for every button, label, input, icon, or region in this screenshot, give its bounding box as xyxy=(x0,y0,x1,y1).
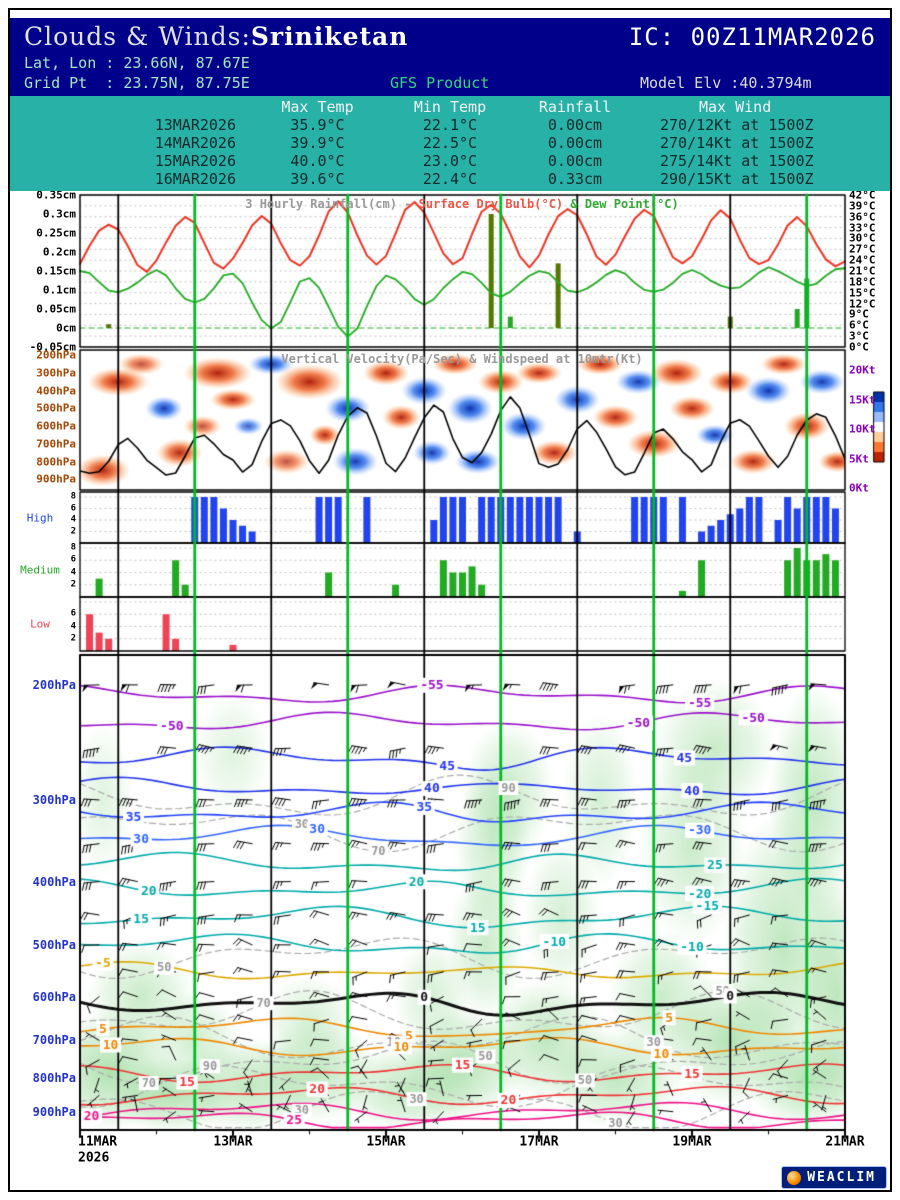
model-elevation-label: Model Elv :40.3794m xyxy=(640,74,812,92)
header-title-row: Clouds & Winds:Sriniketan IC: 00Z11MAR20… xyxy=(10,18,890,51)
forecast-date: 14MAR2026 xyxy=(154,134,236,152)
forecast-col-date xyxy=(10,98,250,116)
grid-point-label: Grid Pt : 23.75N, 87.75E xyxy=(24,74,250,92)
product-label: GFS Product xyxy=(390,74,490,92)
forecast-table: Max Temp Min Temp Rainfall Max Wind 13MA… xyxy=(10,96,890,191)
forecast-table-row: 15MAR2026 40.0°C 23.0°C 0.00cm 275/14Kt at 1… xyxy=(10,152,890,170)
lat-lon-label: Lat, Lon : 23.66N, 87.67E xyxy=(24,54,250,72)
panel2-title-text: Vertical Velocity(Pa/Sec) & Windspeed at… xyxy=(281,352,643,366)
panel1-title: 3 Hourly Rainfall(cm) - Surface Dry Bulb… xyxy=(245,197,678,211)
forecast-rainfall: 0.00cm xyxy=(547,152,603,170)
page-title-prefix: Clouds & Winds: xyxy=(24,22,251,51)
forecast-rainfall: 0.00cm xyxy=(547,116,603,134)
panel1-title-part: Surface Dry Bulb(°C) xyxy=(418,197,571,211)
forecast-col-rainfall: Rainfall xyxy=(538,98,612,116)
panel1-title-part: & Dew Point(°C) xyxy=(570,197,679,211)
forecast-table-row: 14MAR2026 39.9°C 22.5°C 0.00cm 270/14Kt at 1… xyxy=(10,134,890,152)
forecast-max-temp: 39.6°C xyxy=(290,170,345,188)
station-name: Sriniketan xyxy=(250,22,409,51)
weaclim-logo-text: WEACLIM xyxy=(807,1170,876,1185)
forecast-max-wind: 290/15Kt at 1500Z xyxy=(660,170,814,188)
forecast-min-temp: 23.0°C xyxy=(422,152,478,170)
forecast-table-body: 13MAR2026 35.9°C 22.1°C 0.00cm 270/12Kt at 1… xyxy=(10,116,890,188)
forecast-max-temp: 40.0°C xyxy=(290,152,345,170)
weaclim-logo-icon xyxy=(787,1170,802,1185)
forecast-date: 16MAR2026 xyxy=(154,170,236,188)
forecast-max-temp: 35.9°C xyxy=(290,116,345,134)
forecast-table-row: 13MAR2026 35.9°C 22.1°C 0.00cm 270/12Kt at 1… xyxy=(10,116,890,134)
forecast-max-wind: 270/14Kt at 1500Z xyxy=(660,134,814,152)
forecast-date: 15MAR2026 xyxy=(154,152,236,170)
forecast-max-temp: 39.9°C xyxy=(290,134,345,152)
forecast-rainfall: 0.00cm xyxy=(547,134,603,152)
header-band: Clouds & Winds:Sriniketan IC: 00Z11MAR20… xyxy=(10,18,890,96)
forecast-col-max-temp: Max Temp xyxy=(281,98,354,116)
forecast-min-temp: 22.1°C xyxy=(422,116,478,134)
weaclim-logo[interactable]: WEACLIM xyxy=(781,1166,887,1189)
forecast-table-header: Max Temp Min Temp Rainfall Max Wind xyxy=(10,98,890,116)
panel2-title: Vertical Velocity(Pa/Sec) & Windspeed at… xyxy=(281,352,642,366)
forecast-min-temp: 22.5°C xyxy=(422,134,478,152)
initial-condition-label: IC: 00Z11MAR2026 xyxy=(628,23,876,51)
forecast-date: 13MAR2026 xyxy=(154,116,236,134)
page-title: Clouds & Winds:Sriniketan xyxy=(24,22,408,51)
forecast-col-min-temp: Min Temp xyxy=(413,98,487,116)
forecast-rainfall: 0.33cm xyxy=(547,170,603,188)
forecast-min-temp: 22.4°C xyxy=(422,170,478,188)
forecast-col-max-wind: Max Wind xyxy=(699,98,772,116)
forecast-table-row: 16MAR2026 39.6°C 22.4°C 0.33cm 290/15Kt at 1… xyxy=(10,170,890,188)
panel1-title-part: 3 Hourly Rainfall(cm) - xyxy=(245,197,419,211)
forecast-max-wind: 275/14Kt at 1500Z xyxy=(660,152,814,170)
header-meta-row: Grid Pt : 23.75N, 87.75E GFS Product Mod… xyxy=(10,72,890,92)
forecast-max-wind: 270/12Kt at 1500Z xyxy=(660,116,814,134)
